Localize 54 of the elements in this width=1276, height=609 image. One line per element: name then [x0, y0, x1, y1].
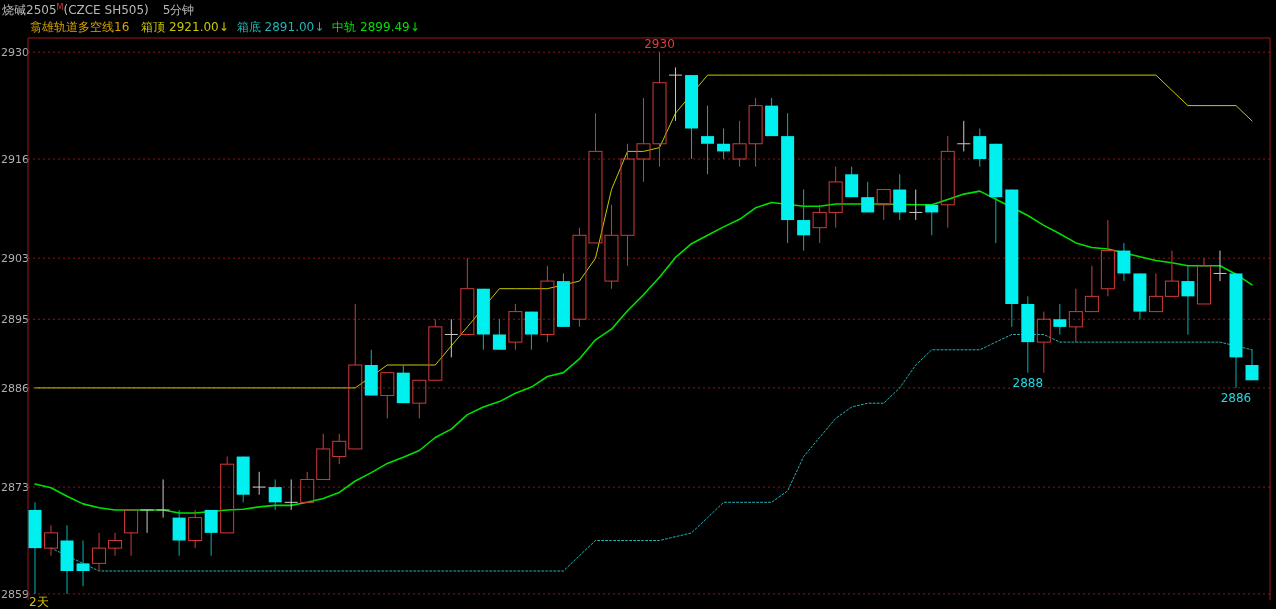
- candlestick: [108, 532, 123, 557]
- candlestick: [940, 135, 955, 229]
- candlestick: [717, 128, 731, 160]
- candlestick: [524, 311, 538, 351]
- y-tick-label: 2930: [1, 46, 29, 60]
- candlestick: [1212, 250, 1227, 282]
- annotation: 2930: [644, 37, 675, 52]
- candlestick: [893, 173, 907, 221]
- annotation: 2888: [1012, 375, 1044, 390]
- annotation: 2886: [1220, 390, 1252, 405]
- candlestick: [668, 66, 683, 122]
- candlestick: [1068, 288, 1083, 343]
- candlestick: [1100, 219, 1115, 297]
- candlestick: [1053, 303, 1067, 335]
- candlestick: [1245, 349, 1259, 381]
- chart-title: 烧碱2505$^{M}$(CZCE SH505): [2, 2, 149, 17]
- y-tick-label: 2886: [1, 381, 29, 395]
- candlestick: [828, 166, 843, 229]
- candlestick: [973, 128, 987, 168]
- y-tick-label: 2873: [1, 481, 29, 495]
- candlestick: [1117, 242, 1131, 282]
- y-tick-label: 2895: [1, 313, 29, 327]
- chart-subtitle: 5分钟: [162, 3, 195, 17]
- text: 中轨 2899.49↓: [332, 20, 420, 34]
- candlestick: [861, 181, 875, 213]
- candlestick: [252, 471, 267, 496]
- line-series: [34, 190, 1253, 514]
- annotation: 2天: [29, 595, 49, 609]
- candlestick: [492, 318, 506, 351]
- text: 箱顶 2921.00↓: [141, 20, 229, 34]
- candlestick: [156, 478, 171, 519]
- line-series: [34, 74, 1253, 389]
- candlestick: [908, 189, 923, 221]
- candlestick: [845, 166, 859, 198]
- candlestick: [701, 105, 715, 175]
- candlestick: [444, 318, 459, 358]
- text: 箱底 2891.00↓: [236, 20, 325, 34]
- candlestick: [925, 204, 939, 236]
- candlestick: [1181, 265, 1195, 335]
- candlestick: [797, 189, 811, 252]
- y-tick-label: 2903: [1, 252, 29, 266]
- candlestick: [284, 478, 299, 511]
- candlestick: [172, 509, 186, 557]
- candlestick: [44, 524, 59, 557]
- candlestick: [92, 532, 107, 572]
- candlestick: [76, 539, 90, 587]
- legend-title: 翕雄轨道多空线16: [30, 20, 130, 34]
- candlestick: [268, 478, 282, 511]
- candlestick: [188, 509, 203, 549]
- candlestick: [140, 509, 155, 534]
- y-tick-label: 2859: [1, 587, 29, 601]
- candlestick: [956, 120, 971, 152]
- candlestick: [204, 509, 218, 557]
- y-tick-label: 2916: [1, 153, 29, 167]
